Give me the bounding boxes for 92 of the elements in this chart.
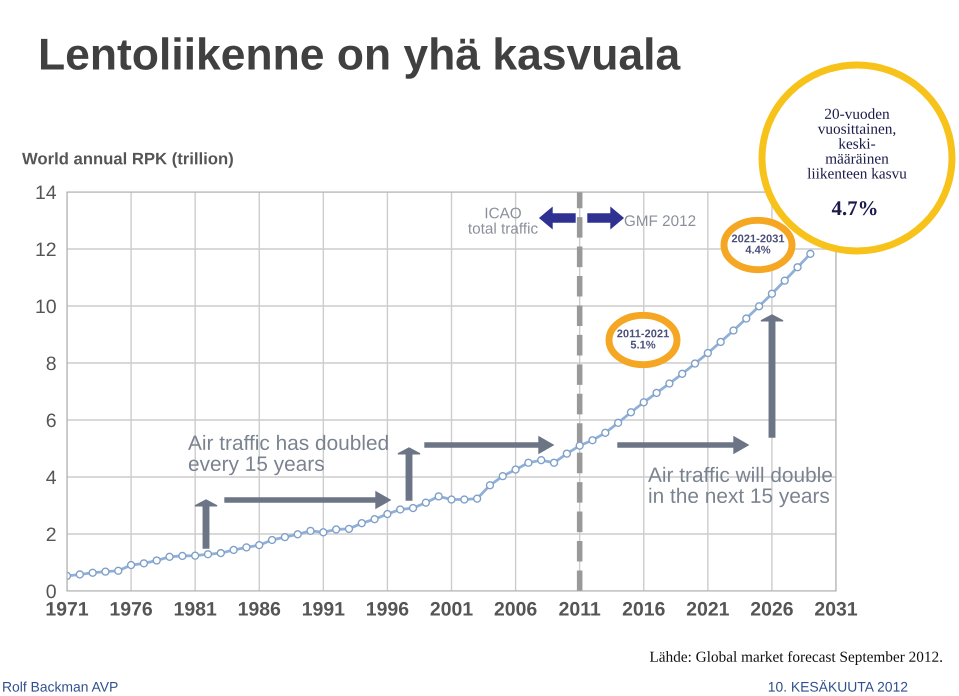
point bbox=[434, 492, 443, 501]
point bbox=[640, 398, 648, 406]
point bbox=[576, 441, 584, 450]
point bbox=[216, 548, 225, 558]
text: Rolf Backman AVP bbox=[3, 682, 118, 692]
point bbox=[729, 326, 738, 335]
point bbox=[358, 519, 366, 528]
point bbox=[140, 559, 148, 568]
y-tick-label: 8 bbox=[46, 356, 56, 370]
point bbox=[447, 495, 456, 504]
point bbox=[498, 472, 507, 480]
y-tick-label: 2 bbox=[46, 527, 56, 542]
point bbox=[268, 536, 276, 544]
annotation: 2021-2031 4.4% bbox=[732, 234, 784, 254]
point bbox=[665, 379, 674, 388]
x-tick-label: 1996 bbox=[367, 602, 408, 616]
point bbox=[588, 436, 597, 444]
point bbox=[191, 551, 200, 560]
point bbox=[280, 532, 290, 542]
point bbox=[332, 525, 340, 534]
point bbox=[396, 505, 404, 514]
point bbox=[780, 276, 789, 285]
point bbox=[793, 263, 802, 272]
point bbox=[754, 302, 764, 310]
point bbox=[383, 510, 392, 518]
point bbox=[806, 250, 815, 258]
x-tick-label: 2011 bbox=[559, 602, 600, 616]
point bbox=[306, 526, 315, 536]
point bbox=[626, 408, 636, 416]
point bbox=[550, 458, 558, 467]
point bbox=[178, 552, 187, 560]
point bbox=[114, 566, 122, 575]
point bbox=[704, 348, 712, 358]
y-tick-label: 6 bbox=[46, 413, 56, 428]
text: Lähde: Global market forecast September 2012. bbox=[650, 650, 942, 666]
x-tick-label: 2021 bbox=[686, 602, 729, 616]
y-tick-label: 4 bbox=[46, 470, 56, 484]
point bbox=[652, 388, 661, 398]
y-tick-label: 12 bbox=[36, 242, 56, 256]
annotation: Air traffic has doubled every 15 years bbox=[188, 434, 388, 476]
x-tick-label: 1976 bbox=[110, 602, 152, 616]
point bbox=[601, 428, 610, 437]
point bbox=[204, 550, 212, 558]
point bbox=[76, 570, 84, 579]
point bbox=[88, 568, 97, 577]
x-tick-label: 2031 bbox=[815, 602, 858, 616]
annotation: ICAO total traffic bbox=[468, 208, 538, 234]
point bbox=[408, 504, 418, 512]
point bbox=[255, 540, 264, 550]
chart-title: Lentoliikenne on yhä kasvuala bbox=[40, 37, 680, 79]
x-tick-label: 2016 bbox=[622, 602, 665, 616]
x-tick-label: 2001 bbox=[430, 602, 473, 616]
annotation: 4.7% bbox=[832, 201, 876, 216]
annotation: GMF 2012 bbox=[624, 215, 696, 226]
x-tick-label: 1981 bbox=[174, 602, 216, 616]
point bbox=[716, 338, 725, 346]
point bbox=[422, 498, 430, 507]
point bbox=[537, 456, 546, 464]
point bbox=[472, 494, 482, 503]
y-tick-label: 14 bbox=[36, 186, 56, 200]
point bbox=[486, 481, 494, 490]
point bbox=[511, 465, 520, 474]
x-tick-label: 2026 bbox=[750, 602, 793, 616]
point bbox=[690, 359, 700, 368]
annotation: 2011-2021 5.1% bbox=[617, 330, 669, 349]
x-tick-label: 1971 bbox=[46, 602, 88, 616]
point bbox=[294, 530, 302, 538]
annotation: Air traffic will double in the next 15 years bbox=[648, 466, 832, 508]
x-tick-label: 1986 bbox=[238, 602, 280, 616]
point bbox=[229, 546, 238, 554]
point bbox=[370, 515, 379, 524]
point bbox=[614, 418, 622, 428]
point bbox=[319, 528, 328, 536]
point bbox=[344, 524, 354, 534]
text: 10. KESÄKUUTA 2012 bbox=[768, 680, 908, 692]
point bbox=[152, 556, 161, 565]
y-tick-label: 0 bbox=[46, 584, 56, 598]
point bbox=[460, 495, 468, 504]
point bbox=[101, 567, 110, 576]
text: 20-vuoden vuosittainen, keski- määräinen liikenteen kasvu bbox=[807, 108, 907, 179]
point bbox=[165, 552, 174, 561]
point bbox=[562, 449, 572, 458]
point bbox=[742, 314, 750, 323]
y-axis-title: World annual RPK (trillion) bbox=[22, 152, 233, 168]
y-tick-label: 10 bbox=[36, 299, 56, 314]
point bbox=[768, 290, 776, 298]
x-tick-label: 2006 bbox=[494, 602, 537, 616]
x-tick-label: 1991 bbox=[302, 602, 344, 616]
point bbox=[242, 543, 251, 552]
point bbox=[678, 370, 686, 378]
point bbox=[126, 560, 136, 570]
point bbox=[524, 458, 533, 467]
